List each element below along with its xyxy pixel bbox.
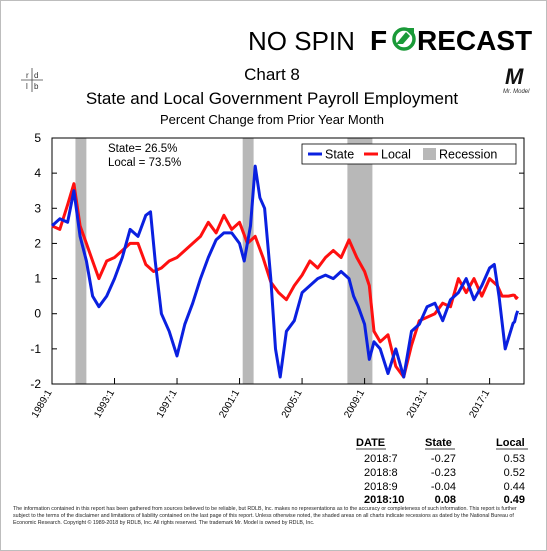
- legend-label-state: State: [325, 148, 354, 162]
- annotation-box: State= 26.5% Local = 73.5%: [108, 143, 181, 169]
- table-cell-local: 0.53: [504, 453, 525, 465]
- y-tick-label: 5: [34, 131, 41, 145]
- y-axis-ticks: -2 -1 0 1 2 3 4 5: [30, 131, 524, 391]
- legend-label-local: Local: [381, 148, 411, 162]
- plot-area: -2 -1 0 1 2 3 4 5 1989:1 1993:1 1997:1 2001:1 2005:…: [30, 131, 525, 420]
- table-row: 2018:7 -0.27 0.53: [364, 453, 525, 465]
- table-header-local: Local: [496, 437, 525, 449]
- rdlb-logo: r d l b: [21, 68, 43, 92]
- brand-name-rest: RECAST: [417, 25, 532, 56]
- table-cell-date: 2018:10: [364, 494, 404, 506]
- chart-subtitle: State and Local Government Payroll Emplo…: [86, 89, 459, 108]
- table-row: 2018:8 -0.23 0.52: [364, 467, 525, 479]
- annotation-local-share: Local = 73.5%: [108, 157, 181, 169]
- y-tick-label: 2: [34, 236, 41, 250]
- table-cell-date: 2018:9: [364, 481, 398, 493]
- x-tick-label: 2005:1: [280, 388, 305, 420]
- x-tick-label: 2001:1: [217, 388, 242, 420]
- table-cell-local: 0.44: [504, 481, 525, 493]
- table-cell-date: 2018:7: [364, 453, 398, 465]
- table-cell-state: -0.27: [431, 453, 456, 465]
- logo-letter-l: l: [26, 82, 28, 91]
- x-tick-label: 1993:1: [92, 388, 117, 420]
- brand-prefix: NO SPIN: [248, 26, 355, 56]
- mascot-letter: M: [505, 64, 524, 89]
- y-tick-label: 4: [34, 166, 41, 180]
- mascot-caption: Mr. Model: [503, 89, 530, 95]
- table-cell-state: -0.23: [431, 467, 456, 479]
- legend-swatch-recession: [423, 148, 436, 160]
- table-header-state: State: [425, 437, 452, 449]
- table-cell-local: 0.49: [504, 494, 525, 506]
- forecast-arrow-icon: [392, 27, 416, 51]
- series-line-local: [51, 182, 519, 379]
- table-cell-local: 0.52: [504, 467, 525, 479]
- series-lines: [50, 164, 520, 379]
- legend-label-recession: Recession: [439, 148, 497, 162]
- table-row: 2018:9 -0.04 0.44: [364, 481, 525, 493]
- legend-box: [301, 143, 517, 165]
- brand-header: NO SPIN F RECAST: [248, 25, 532, 56]
- x-tick-label: 2009:1: [342, 388, 367, 420]
- latest-values-table: DATE State Local 2018:7 -0.27 0.53 2018:…: [356, 437, 528, 506]
- y-tick-label: 1: [34, 272, 41, 286]
- brand-name-f: F: [370, 25, 387, 56]
- y-tick-label: 0: [34, 307, 41, 321]
- logo-letter-b: b: [34, 82, 39, 91]
- plot-border: [51, 137, 525, 385]
- x-tick-label: 1997:1: [155, 388, 180, 420]
- annotation-state-share: State= 26.5%: [108, 143, 177, 155]
- table-row: 2018:10 0.08 0.49: [364, 494, 525, 506]
- legend: State Local Recession: [301, 143, 517, 165]
- mr-model-logo: M Mr. Model: [503, 64, 530, 95]
- y-axis-description: Percent Change from Prior Year Month: [160, 112, 384, 127]
- table-cell-state: -0.04: [431, 481, 456, 493]
- x-tick-label: 2017:1: [467, 388, 492, 420]
- x-tick-label: 1989:1: [30, 388, 55, 420]
- y-tick-label: -1: [30, 342, 41, 356]
- y-tick-label: 3: [34, 201, 41, 215]
- y-tick-label: -2: [30, 377, 41, 391]
- chart-title: Chart 8: [244, 65, 300, 84]
- disclaimer-text: The information contained in this report…: [13, 506, 517, 526]
- series-line-state: [50, 164, 520, 379]
- table-cell-date: 2018:8: [364, 467, 398, 479]
- table-header-date: DATE: [356, 437, 385, 449]
- x-tick-label: 2013:1: [405, 388, 430, 420]
- logo-letter-d: d: [34, 71, 38, 80]
- recession-band: [75, 138, 87, 384]
- table-cell-state: 0.08: [435, 494, 456, 506]
- recession-band: [242, 138, 254, 384]
- logo-letter-r: r: [26, 71, 29, 80]
